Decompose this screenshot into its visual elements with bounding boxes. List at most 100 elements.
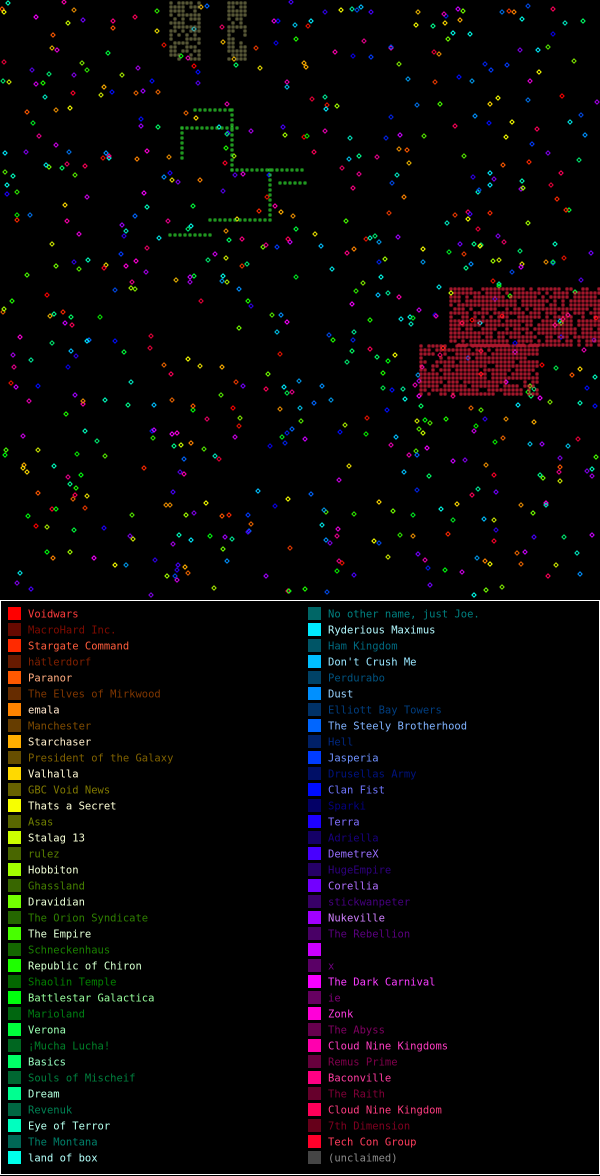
territory-cell [197,25,201,29]
legend-swatch [8,751,21,764]
territory-cell [561,343,565,347]
star-system [112,562,118,568]
territory-cell [461,339,465,343]
star-system [557,464,563,470]
territory-cell [535,392,539,396]
territory-cell [231,13,235,17]
territory-cell [243,9,247,13]
star-system [431,49,437,55]
territory-cell [509,323,513,327]
territory-cell [457,291,461,295]
territory-cell [459,360,463,364]
territory-cell [533,303,537,307]
territory-cell [499,352,503,356]
territory-cell [483,356,487,360]
star-system [422,557,428,563]
territory-cell [189,29,193,33]
territory-cell [505,311,509,315]
territory-cell [231,37,235,41]
territory-cell [298,181,302,185]
star-system [405,76,411,82]
territory-cell [485,319,489,323]
star-system [499,9,505,15]
territory-cell [173,53,177,57]
star-system [277,406,283,412]
territory-cell [239,45,243,49]
star-system [471,241,477,247]
legend-label: Cloud Nine Kingdoms [328,1041,448,1053]
territory-cell [527,372,531,376]
territory-cell [419,380,423,384]
star-system [492,296,498,302]
star-system [537,472,543,478]
star-system [161,42,167,48]
territory-cell [419,368,423,372]
legend-label: hätlerdorf [28,657,91,669]
territory-cell [243,1,247,5]
star-system [419,364,425,370]
star-system [138,116,144,122]
territory-cell [561,311,565,315]
territory-cell [473,303,477,307]
territory-cell [593,311,597,315]
territory-cell [531,384,535,388]
territory-cell [529,335,533,339]
legend-label: The Steely Brotherhood [328,721,467,733]
legend-label: Eye of Terror [28,1121,110,1133]
territory-cell [465,327,469,331]
territory-cell [589,343,593,347]
territory-cell [593,295,597,299]
territory-cell [515,388,519,392]
territory-cell [469,327,473,331]
territory-cell [447,368,451,372]
territory-cell [509,335,513,339]
star-system [531,386,537,392]
star-system [219,513,225,519]
legend-label: Verona [28,1025,66,1037]
star-system [321,507,327,513]
star-system [248,521,254,527]
territory-cell [230,133,234,137]
star-system [277,351,283,357]
star-system [450,458,456,464]
territory-cell [495,360,499,364]
star-system [79,60,85,66]
star-system [181,471,187,477]
territory-cell [231,9,235,13]
territory-cell [475,368,479,372]
territory-cell [525,295,529,299]
territory-cell [503,384,507,388]
territory-cell [467,352,471,356]
legend-swatch [308,991,321,1004]
star-system [323,106,329,112]
territory-cell [553,327,557,331]
star-system [166,154,172,160]
territory-cell [435,360,439,364]
star-system [372,233,378,239]
territory-cell [475,348,479,352]
star-system [473,423,479,429]
territory-cell [439,380,443,384]
star-system [571,58,577,64]
star-system [351,246,357,252]
star-system [398,316,404,322]
star-system [119,72,125,78]
star-system [420,246,426,252]
territory-cell [243,45,247,49]
territory-cell [519,352,523,356]
star-system [80,398,86,404]
territory-cell [565,335,569,339]
territory-cell [447,380,451,384]
star-system [183,110,189,116]
star-system [168,371,174,377]
star-system [490,258,496,264]
territory-cell [193,37,197,41]
star-system [478,371,484,377]
star-system [440,345,446,351]
territory-cell [447,372,451,376]
star-system [14,217,20,223]
territory-cell [230,158,234,162]
territory-cell [553,295,557,299]
star-system [0,78,6,84]
legend-swatch [8,607,21,620]
